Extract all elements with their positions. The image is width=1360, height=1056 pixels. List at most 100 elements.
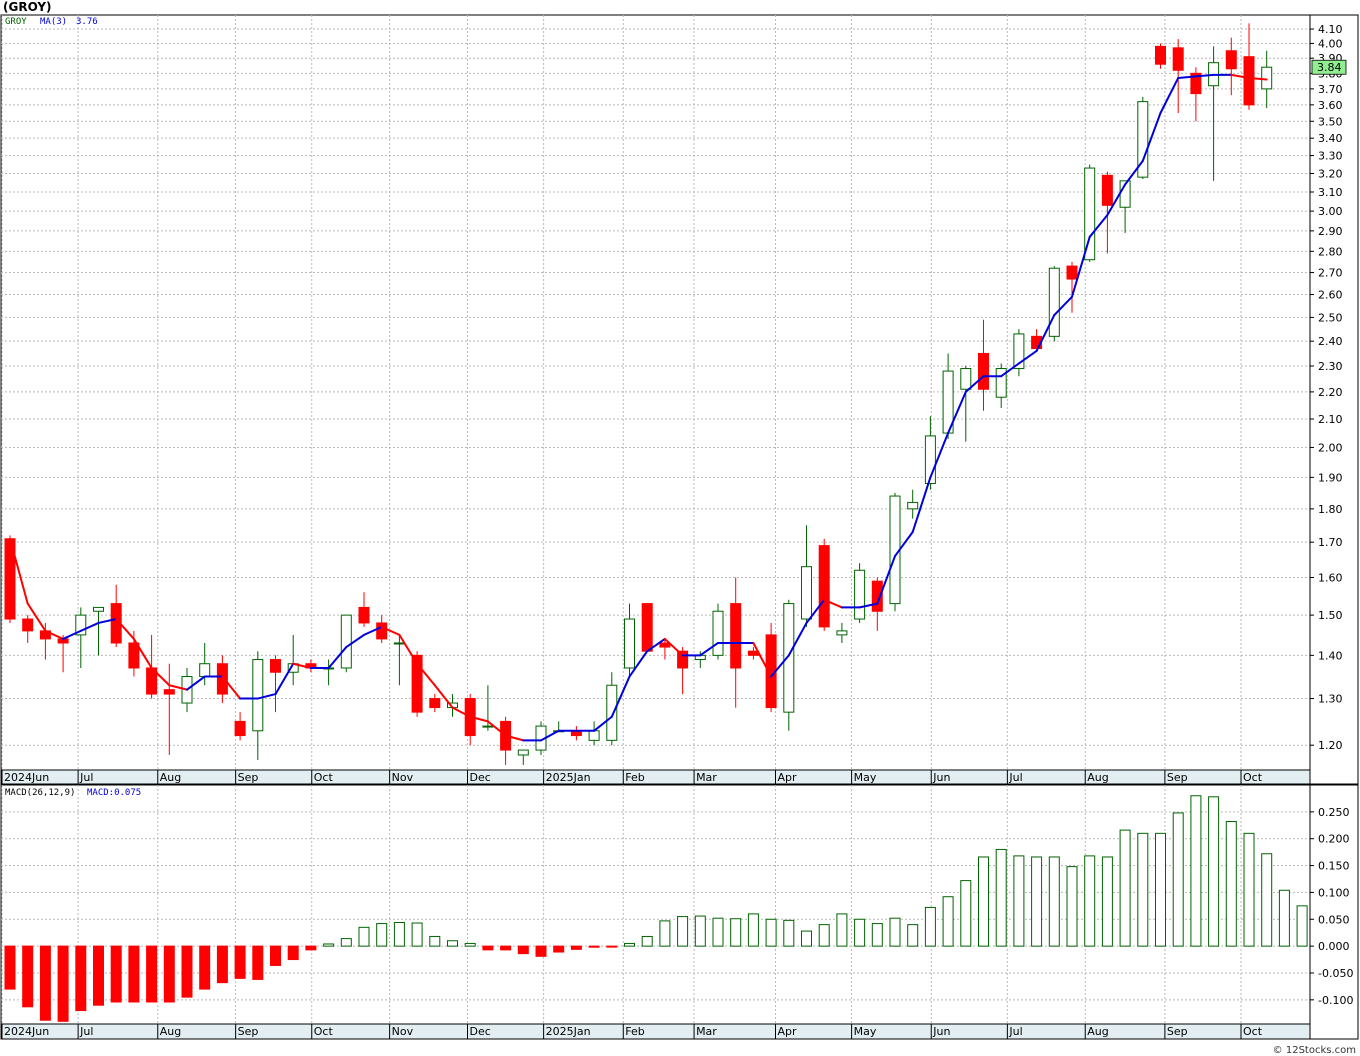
macd-bar [1225, 821, 1237, 947]
macd-bar [641, 935, 653, 947]
price-tick-label: 1.80 [1318, 503, 1343, 516]
macd-bar [889, 917, 901, 947]
macd-bar [1048, 856, 1060, 947]
price-candle [978, 319, 989, 411]
candle-body [22, 618, 34, 632]
price-candle [1243, 23, 1255, 110]
macd-month-label: 2024Jun [4, 1025, 49, 1038]
ma3-segment [1124, 159, 1144, 186]
macd-month-label: Nov [392, 1025, 414, 1038]
candle-body [340, 614, 352, 669]
price-candle [75, 607, 87, 668]
macd-bar [924, 906, 936, 947]
price-candle [801, 525, 812, 627]
price-tick-label: 1.50 [1318, 609, 1343, 622]
price-tick-label: 2.40 [1318, 335, 1343, 348]
price-legend-ma-label: MA(3) [40, 17, 67, 27]
price-tick-label: 1.40 [1318, 649, 1343, 662]
ma3-segment [699, 641, 719, 657]
price-month-label: Dec [470, 771, 491, 784]
macd-bar [1101, 856, 1113, 947]
macd-bar [411, 922, 423, 947]
macd-bar [75, 945, 87, 1012]
macd-bar [252, 945, 264, 980]
candle-body [659, 642, 671, 648]
price-tick-label: 4.10 [1318, 23, 1343, 36]
macd-bar [447, 940, 458, 947]
price-month-label: Oct [1243, 771, 1263, 784]
macd-bar [1031, 856, 1043, 947]
candle-body [960, 368, 972, 390]
macd-bar [1137, 832, 1149, 947]
macd-bar [287, 945, 299, 961]
ma3-segment [26, 602, 47, 632]
macd-bar [163, 945, 175, 1003]
macd-bar [128, 945, 140, 1003]
candle-body [376, 622, 388, 640]
macd-month-label: Jul [1008, 1025, 1022, 1038]
candle-body [517, 749, 529, 756]
last-price-label: 3.84 [1317, 61, 1342, 74]
price-month-label: Oct [314, 771, 334, 784]
candle-body [783, 603, 795, 713]
price-candle [907, 489, 919, 519]
price-candle [854, 563, 866, 623]
price-candle [429, 694, 441, 713]
macd-bar [995, 848, 1007, 947]
candle-body [1190, 72, 1202, 95]
ma3-segment [1000, 362, 1020, 378]
price-candle [517, 749, 529, 765]
macd-bar [854, 918, 866, 947]
price-tick-label: 4.00 [1318, 37, 1343, 50]
macd-bar [393, 921, 405, 947]
candle-body [854, 569, 866, 620]
price-candle [340, 614, 352, 673]
macd-bar [464, 942, 476, 947]
candle-body [818, 545, 830, 628]
price-month-label: May [854, 771, 877, 784]
macd-tick-label: 0.000 [1318, 940, 1350, 953]
candle-body [429, 698, 441, 709]
price-candle [624, 603, 635, 677]
price-tick-label: 3.00 [1318, 205, 1343, 218]
price-candle [234, 712, 246, 741]
price-month-label: Nov [392, 771, 414, 784]
price-month-label: Sep [1167, 771, 1188, 784]
ma3-segment [433, 684, 454, 709]
macd-month-label: Aug [1087, 1025, 1108, 1038]
price-date-axis [0, 769, 1311, 785]
price-candle [783, 599, 795, 731]
ma3-segment [1177, 75, 1197, 79]
ma3-segment [274, 662, 295, 696]
price-tick-label: 2.30 [1318, 360, 1343, 373]
ma3-segment [1017, 349, 1038, 365]
price-month-label: Aug [160, 771, 181, 784]
ma3-segment [115, 618, 135, 640]
price-candle [960, 365, 972, 442]
price-candle [659, 638, 671, 660]
price-month-label: Jun [932, 771, 950, 784]
macd-bar [57, 945, 69, 1022]
macd-bar [39, 945, 51, 1021]
macd-date-axis [0, 1023, 1311, 1040]
macd-bar [978, 856, 989, 947]
ma3-segment [1088, 214, 1109, 238]
candle-body [924, 435, 936, 485]
price-candle [712, 603, 724, 660]
ma3-segment [1141, 112, 1162, 162]
candle-body [1013, 333, 1025, 370]
macd-bar [340, 938, 352, 947]
price-tick-label: 1.20 [1318, 739, 1343, 752]
price-candle [1048, 266, 1060, 342]
price-tick-label: 3.70 [1318, 83, 1343, 96]
price-candle [641, 603, 653, 652]
macd-tick-label: 0.100 [1318, 886, 1350, 899]
price-candle [163, 663, 175, 755]
macd-bar [1119, 829, 1131, 947]
price-candle [836, 622, 848, 643]
macd-month-label: Jun [932, 1025, 950, 1038]
macd-bar [1296, 905, 1308, 947]
macd-bar [181, 945, 193, 998]
price-tick-label: 2.00 [1318, 441, 1343, 454]
macd-bar [110, 945, 122, 1003]
